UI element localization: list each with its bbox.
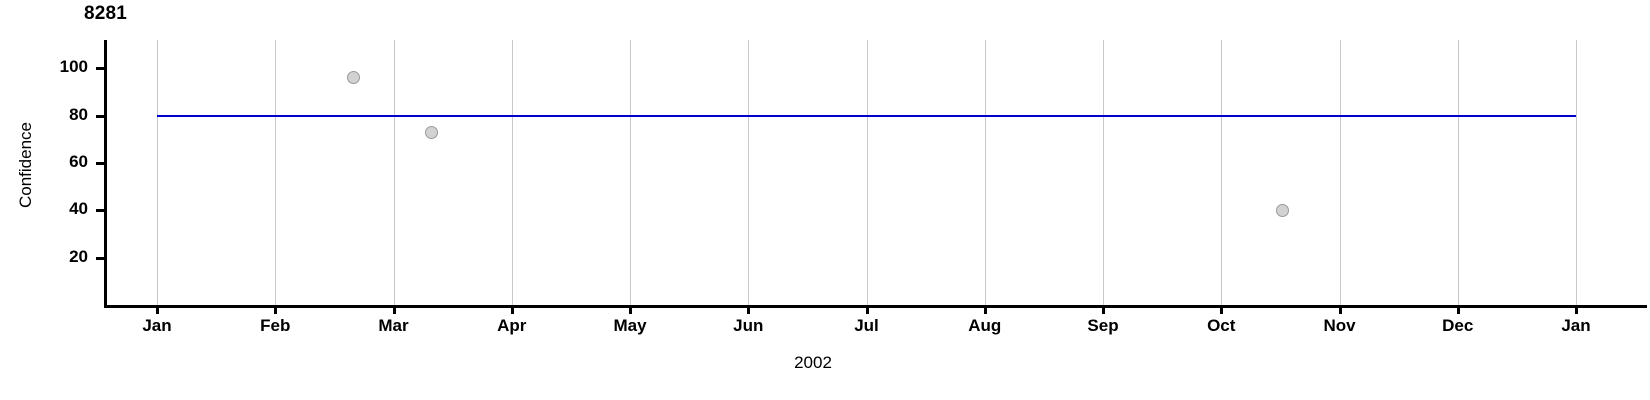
x-tick-mark (392, 305, 396, 314)
x-tick-mark (865, 305, 869, 314)
y-axis-spine (104, 40, 107, 308)
gridline-vertical (630, 40, 631, 305)
y-tick-label-100: 100 (59, 57, 88, 77)
x-tick-label-jun-5: Jun (733, 316, 764, 335)
data-point (346, 71, 360, 85)
y-tick-mark (96, 114, 105, 118)
data-point (1276, 203, 1290, 217)
plot-area (104, 40, 1596, 305)
gridline-vertical (511, 40, 513, 305)
x-tick-mark (747, 305, 751, 314)
x-tick-mark (510, 305, 514, 314)
y-tick-mark (96, 67, 105, 71)
y-tick-mark (96, 209, 105, 213)
x-axis-label: 2002 (794, 353, 832, 372)
gridline-vertical (1103, 40, 1104, 305)
y-tick-mark (96, 162, 105, 166)
x-tick-mark (629, 305, 632, 314)
x-axis-label-wrap: 2002 (0, 353, 1650, 373)
gridline-vertical (275, 40, 277, 305)
gridline-vertical (984, 40, 986, 305)
gridline-vertical (866, 40, 868, 305)
x-tick-mark (1456, 305, 1460, 314)
x-axis-spine (104, 305, 1647, 308)
x-tick-label-jul-6: Jul (854, 316, 879, 335)
gridline-vertical (748, 40, 750, 305)
gridline-vertical (157, 40, 158, 305)
chart-title: 8281 (84, 3, 128, 24)
x-tick-mark (1338, 305, 1342, 314)
gridline-vertical (1576, 40, 1577, 305)
gridline-vertical (393, 40, 395, 305)
x-tick-label-apr-3: Apr (497, 316, 527, 335)
x-tick-label-oct-9: Oct (1207, 316, 1236, 335)
x-tick-label-sep-8: Sep (1087, 316, 1119, 335)
x-tick-label-mar-2: Mar (378, 316, 409, 335)
data-point (424, 125, 438, 139)
gridline-vertical (1457, 40, 1459, 305)
x-tick-mark (1102, 305, 1105, 314)
x-tick-label-jan-0: Jan (142, 316, 172, 335)
x-tick-mark (983, 305, 987, 314)
x-tick-label-may-4: May (613, 316, 647, 335)
gridline-vertical (1221, 40, 1223, 305)
reference-line-threshold (157, 114, 1576, 117)
x-tick-label-feb-1: Feb (260, 316, 291, 335)
x-tick-mark (1220, 305, 1224, 314)
y-tick-label-40: 40 (69, 199, 88, 219)
y-tick-label-20: 20 (69, 246, 88, 266)
x-tick-label-aug-7: Aug (968, 316, 1002, 335)
y-tick-label-60: 60 (69, 152, 88, 172)
y-tick-label-80: 80 (69, 104, 88, 124)
x-tick-label-jan-12: Jan (1561, 316, 1591, 335)
x-tick-mark (1575, 305, 1578, 314)
x-tick-mark (156, 305, 159, 314)
x-tick-mark (274, 305, 278, 314)
gridline-vertical (1339, 40, 1341, 305)
x-tick-label-nov-10: Nov (1323, 316, 1356, 335)
x-tick-label-dec-11: Dec (1442, 316, 1474, 335)
y-tick-mark (96, 256, 105, 260)
